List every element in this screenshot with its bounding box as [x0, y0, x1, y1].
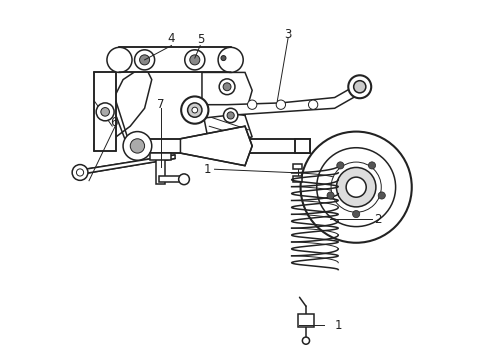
Polygon shape: [202, 108, 252, 144]
Circle shape: [227, 112, 234, 119]
Polygon shape: [95, 65, 152, 151]
Circle shape: [331, 162, 381, 212]
Circle shape: [223, 108, 238, 123]
Polygon shape: [120, 47, 231, 72]
Circle shape: [192, 107, 197, 113]
Text: 1: 1: [335, 319, 342, 332]
Circle shape: [337, 162, 344, 169]
Circle shape: [101, 108, 109, 116]
Circle shape: [223, 83, 231, 91]
Circle shape: [378, 192, 385, 199]
Polygon shape: [298, 314, 314, 327]
Circle shape: [123, 132, 152, 160]
Circle shape: [130, 139, 145, 153]
Circle shape: [181, 96, 208, 124]
Circle shape: [309, 100, 318, 109]
Polygon shape: [150, 153, 172, 159]
Polygon shape: [180, 126, 252, 166]
Polygon shape: [159, 176, 184, 182]
Circle shape: [190, 55, 200, 65]
Circle shape: [135, 50, 155, 70]
Text: 3: 3: [284, 28, 292, 41]
Circle shape: [96, 103, 114, 121]
Circle shape: [337, 167, 376, 207]
Polygon shape: [202, 72, 252, 130]
Polygon shape: [294, 176, 302, 182]
Text: 5: 5: [197, 32, 205, 46]
Circle shape: [188, 103, 202, 117]
Polygon shape: [78, 155, 175, 175]
Circle shape: [221, 55, 226, 60]
Text: 4: 4: [168, 32, 175, 45]
Circle shape: [300, 132, 412, 243]
Text: 7: 7: [157, 98, 165, 111]
Circle shape: [346, 177, 366, 197]
Circle shape: [276, 100, 286, 109]
Text: 6: 6: [110, 116, 118, 129]
Polygon shape: [95, 72, 116, 151]
Circle shape: [140, 55, 149, 65]
Circle shape: [247, 100, 257, 109]
Circle shape: [302, 337, 310, 344]
Circle shape: [72, 165, 88, 180]
Circle shape: [76, 169, 84, 176]
Polygon shape: [294, 164, 302, 169]
Circle shape: [219, 79, 235, 95]
Circle shape: [218, 47, 243, 72]
Polygon shape: [295, 139, 310, 153]
Text: 1: 1: [203, 163, 211, 176]
Circle shape: [107, 47, 132, 72]
Polygon shape: [130, 139, 310, 153]
Circle shape: [185, 50, 205, 70]
Circle shape: [317, 148, 395, 226]
Polygon shape: [156, 157, 165, 184]
Circle shape: [327, 192, 334, 199]
Circle shape: [368, 162, 375, 169]
Circle shape: [354, 81, 366, 93]
Circle shape: [348, 75, 371, 98]
Circle shape: [179, 174, 190, 185]
Polygon shape: [195, 83, 360, 119]
Text: 2: 2: [374, 213, 382, 226]
Circle shape: [353, 211, 360, 218]
